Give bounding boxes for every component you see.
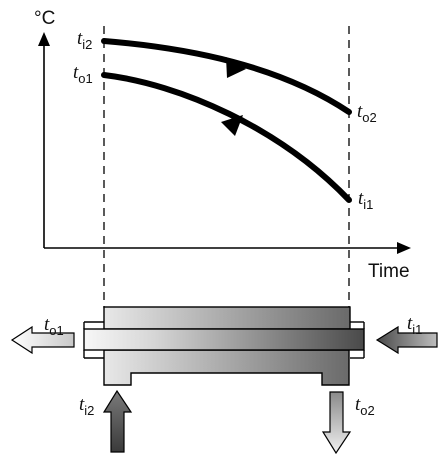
hot-fluid-curve (101, 38, 352, 115)
hot-end-label: to2 (357, 101, 377, 125)
y-axis (38, 32, 50, 248)
cold-fluid-curve (101, 72, 352, 203)
exchanger-inner-tube (83, 328, 365, 351)
x-axis-label: Time (368, 261, 410, 282)
exchanger-shell-bottom (103, 349, 350, 386)
x-axis (44, 242, 411, 254)
bottom-inlet-label: ti2 (79, 394, 94, 418)
right-inlet-arrow-icon (375, 325, 438, 355)
left-outlet-label: to1 (44, 314, 64, 338)
hot-start-label: ti2 (77, 28, 92, 52)
bottom-inlet-arrow-icon (102, 389, 133, 453)
hot-flow-arrow-icon (226, 57, 246, 78)
exchanger-shell-top (103, 306, 351, 330)
left-outlet-arrow-icon (10, 325, 75, 355)
right-inlet-label: ti1 (407, 313, 422, 337)
bottom-outlet-label: to2 (355, 394, 375, 418)
cold-start-label: to1 (73, 62, 93, 86)
bottom-outlet-arrow-icon (321, 391, 352, 454)
cold-flow-arrow-icon (221, 115, 243, 136)
y-axis-unit: °C (34, 8, 55, 29)
heat-exchanger (83, 306, 365, 386)
cold-end-label: ti1 (358, 188, 373, 212)
